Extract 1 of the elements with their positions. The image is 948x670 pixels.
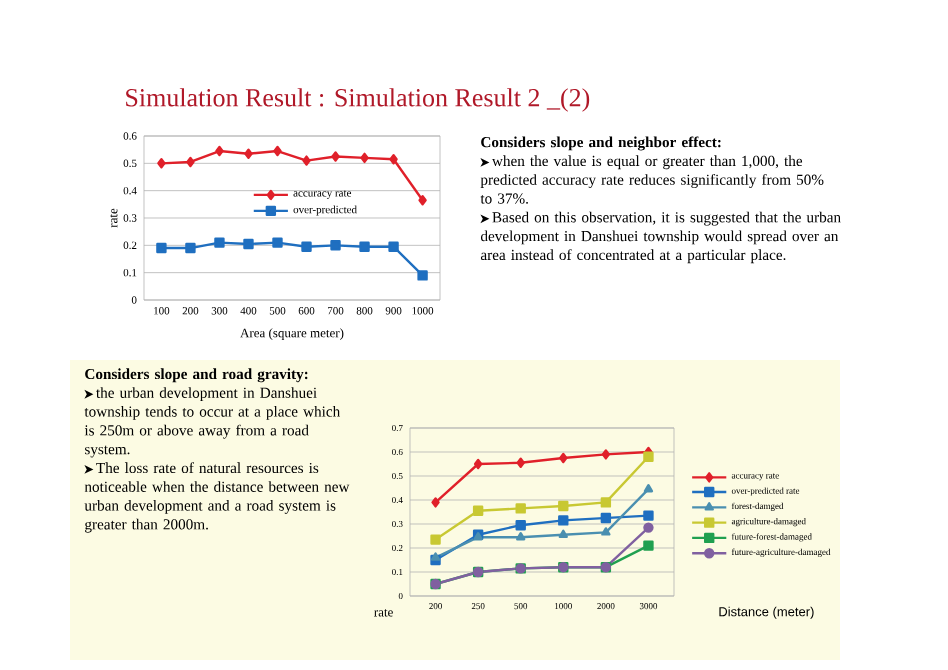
chart-title: Simulation Result : Simulation Result 2 _(2)	[126, 88, 590, 112]
